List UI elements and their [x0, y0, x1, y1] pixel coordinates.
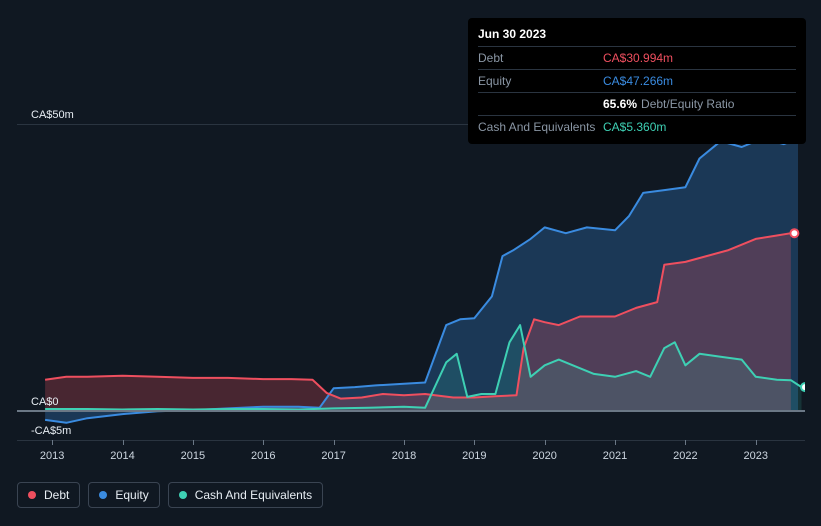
legend-item-cash-and-equivalents[interactable]: Cash And Equivalents	[168, 482, 323, 508]
x-tick-mark	[123, 440, 124, 445]
y-axis-label: -CA$5m	[31, 425, 45, 437]
x-tick-mark	[263, 440, 264, 445]
tooltip-row: DebtCA$30.994m	[478, 46, 796, 69]
x-axis-label: 2023	[744, 450, 768, 462]
legend-dot-icon	[28, 491, 36, 499]
x-axis-label: 2019	[462, 450, 486, 462]
end-marker-cash	[801, 383, 805, 391]
x-tick-mark	[404, 440, 405, 445]
tooltip-row-label: Debt	[478, 51, 603, 65]
x-tick-mark	[756, 440, 757, 445]
x-axis-label: 2020	[532, 450, 556, 462]
x-tick-mark	[615, 440, 616, 445]
end-marker-debt	[790, 229, 798, 237]
chart-svg	[17, 124, 805, 440]
legend-dot-icon	[99, 491, 107, 499]
tooltip-row: Cash And EquivalentsCA$5.360m	[478, 115, 796, 138]
x-axis-label: 2021	[603, 450, 627, 462]
chart-tooltip: Jun 30 2023 DebtCA$30.994mEquityCA$47.26…	[468, 18, 806, 144]
tooltip-row-value: CA$30.994m	[603, 51, 673, 65]
legend-dot-icon	[179, 491, 187, 499]
x-tick-mark	[52, 440, 53, 445]
y-axis-label: CA$50m	[31, 109, 45, 121]
tooltip-row-value: CA$47.266m	[603, 74, 673, 88]
legend-item-equity[interactable]: Equity	[88, 482, 159, 508]
tooltip-row-label: Equity	[478, 74, 603, 88]
tooltip-row-label: Cash And Equivalents	[478, 120, 603, 134]
x-tick-mark	[545, 440, 546, 445]
legend-label: Equity	[115, 488, 148, 502]
x-axis-label: 2015	[181, 450, 205, 462]
tooltip-row: EquityCA$47.266m	[478, 69, 796, 92]
y-axis-label: CA$0	[31, 396, 45, 408]
tooltip-row-suffix: Debt/Equity Ratio	[641, 97, 734, 111]
legend-item-debt[interactable]: Debt	[17, 482, 80, 508]
tooltip-row-value: 65.6%	[603, 97, 637, 111]
x-axis-label: 2017	[321, 450, 345, 462]
tooltip-date: Jun 30 2023	[478, 24, 796, 46]
zero-gridline	[17, 410, 805, 412]
x-axis-label: 2018	[392, 450, 416, 462]
legend-label: Debt	[44, 488, 69, 502]
x-tick-mark	[474, 440, 475, 445]
x-tick-mark	[334, 440, 335, 445]
x-axis-label: 2014	[110, 450, 134, 462]
gridline	[17, 440, 805, 441]
x-tick-mark	[193, 440, 194, 445]
x-tick-mark	[685, 440, 686, 445]
legend: Debt Equity Cash And Equivalents	[17, 482, 323, 508]
tooltip-row-label	[478, 97, 603, 111]
x-axis: 2013 2014 2015 2016 2017 2018 2019 2020 2021 2022…	[17, 450, 805, 466]
legend-label: Cash And Equivalents	[195, 488, 312, 502]
x-axis-label: 2022	[673, 450, 697, 462]
x-axis-label: 2016	[251, 450, 275, 462]
x-axis-label: 2013	[40, 450, 64, 462]
tooltip-row: 65.6% Debt/Equity Ratio	[478, 92, 796, 115]
chart-plot-area: CA$50mCA$0-CA$5m	[17, 124, 805, 440]
tooltip-row-value: CA$5.360m	[603, 120, 666, 134]
